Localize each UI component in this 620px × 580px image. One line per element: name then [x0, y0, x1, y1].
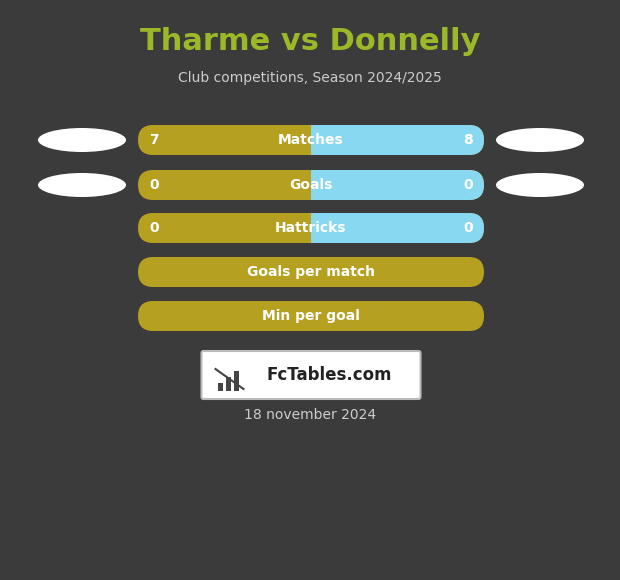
Text: Matches: Matches: [278, 133, 344, 147]
Ellipse shape: [38, 128, 126, 152]
Text: FcTables.com: FcTables.com: [266, 366, 392, 384]
FancyBboxPatch shape: [202, 351, 420, 399]
Text: 0: 0: [463, 221, 473, 235]
Ellipse shape: [496, 173, 584, 197]
Text: Min per goal: Min per goal: [262, 309, 360, 323]
Bar: [311, 125, 326, 155]
FancyBboxPatch shape: [138, 213, 484, 243]
Text: Goals: Goals: [290, 178, 333, 192]
FancyBboxPatch shape: [311, 125, 484, 155]
Bar: [218, 383, 223, 391]
Bar: [226, 377, 231, 391]
FancyBboxPatch shape: [138, 170, 484, 200]
FancyBboxPatch shape: [138, 301, 484, 331]
Text: Club competitions, Season 2024/2025: Club competitions, Season 2024/2025: [178, 71, 442, 85]
Ellipse shape: [496, 128, 584, 152]
Bar: [234, 371, 239, 391]
FancyBboxPatch shape: [138, 125, 484, 155]
Text: 8: 8: [463, 133, 473, 147]
Text: 0: 0: [149, 178, 159, 192]
Text: Goals per match: Goals per match: [247, 265, 375, 279]
FancyBboxPatch shape: [311, 213, 484, 243]
Text: 0: 0: [149, 221, 159, 235]
Bar: [311, 213, 326, 243]
Text: 7: 7: [149, 133, 159, 147]
FancyBboxPatch shape: [311, 170, 484, 200]
Text: 0: 0: [463, 178, 473, 192]
Text: Tharme vs Donnelly: Tharme vs Donnelly: [140, 27, 480, 56]
FancyBboxPatch shape: [138, 257, 484, 287]
Text: 18 november 2024: 18 november 2024: [244, 408, 376, 422]
Text: Hattricks: Hattricks: [275, 221, 347, 235]
Bar: [311, 170, 326, 200]
Ellipse shape: [38, 173, 126, 197]
